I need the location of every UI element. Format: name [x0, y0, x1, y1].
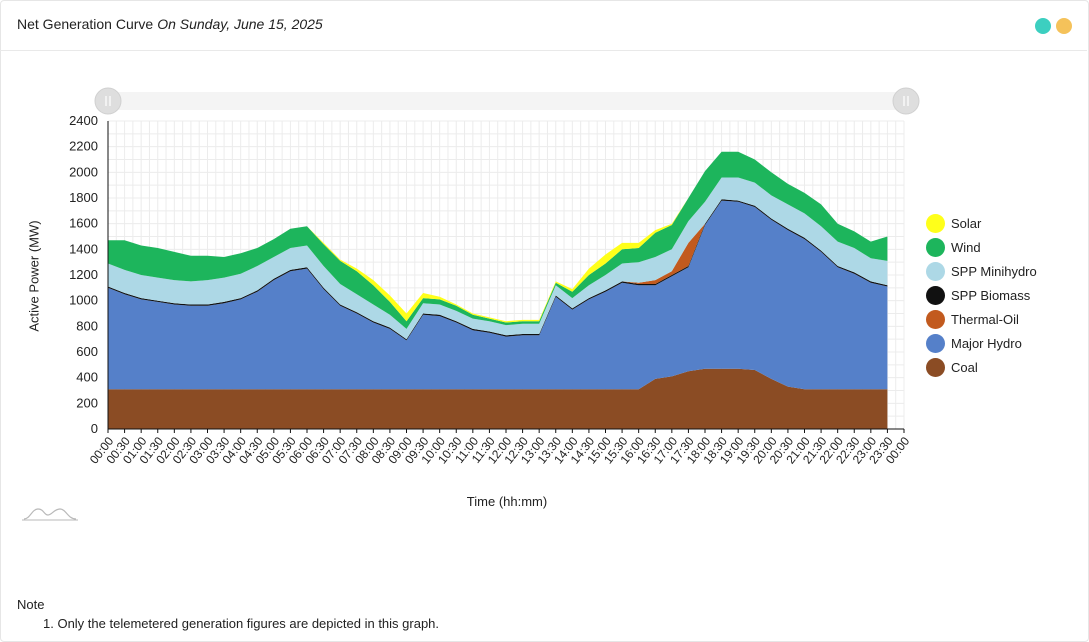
y-tick-label: 1800	[69, 190, 98, 205]
area-wind[interactable]	[108, 151, 888, 329]
range-slider-right-handle[interactable]	[892, 87, 920, 115]
y-tick-label: 1200	[69, 267, 98, 282]
y-tick-label: 1600	[69, 216, 98, 231]
y-tick-label: 1400	[69, 241, 98, 256]
teal-dot-button[interactable]	[1035, 18, 1051, 34]
card-header: Net Generation Curve On Sunday, June 15, …	[0, 0, 1087, 51]
x-axis-title: Time (hh:mm)	[466, 494, 548, 509]
legend-swatch	[926, 262, 945, 281]
net-generation-chart: 0 200 400 600 800 1000 1200 1400 1600 1800 2000 220…	[69, 87, 920, 467]
range-slider-left-handle[interactable]	[94, 87, 122, 115]
legend-label: Wind	[951, 240, 981, 255]
legend-label: Coal	[951, 360, 978, 375]
legend-label: SPP Biomass	[951, 288, 1031, 303]
y-tick-label: 2400	[69, 113, 98, 128]
page-title: Net Generation Curve On Sunday, June 15, …	[17, 16, 323, 32]
legend-swatch	[926, 334, 945, 353]
legend-swatch	[926, 286, 945, 305]
legend-swatch	[926, 310, 945, 329]
legend-swatch	[926, 238, 945, 257]
legend-swatch	[926, 358, 945, 377]
y-tick-label: 600	[76, 344, 98, 359]
y-tick-label: 2200	[69, 139, 98, 154]
y-tick-label: 1000	[69, 293, 98, 308]
minimap-icon[interactable]	[22, 505, 78, 521]
amber-dot-button[interactable]	[1056, 18, 1072, 34]
legend-swatch	[926, 214, 945, 233]
y-tick-label: 800	[76, 318, 98, 333]
note-item: 1. Only the telemetered generation figur…	[43, 616, 440, 631]
area-spp-minihydro[interactable]	[108, 177, 888, 340]
chart-title: Net Generation Curve	[17, 16, 154, 32]
legend-label: Major Hydro	[951, 336, 1022, 351]
stacked-areas	[108, 151, 888, 429]
range-slider-track[interactable]	[108, 92, 906, 110]
y-tick-label: 2000	[69, 164, 98, 179]
legend-label: Thermal-Oil	[951, 312, 1019, 327]
area-major-hydro[interactable]	[108, 200, 888, 390]
y-tick-label: 400	[76, 370, 98, 385]
y-axis-label: Active Power (MW)	[26, 220, 42, 332]
y-tick-label: 0	[91, 421, 98, 436]
chart-date: On Sunday, June 15, 2025	[157, 16, 323, 32]
legend-label: Solar	[951, 216, 982, 231]
note-title: Note	[17, 597, 45, 612]
area-coal[interactable]	[108, 368, 888, 429]
legend-label: SPP Minihydro	[951, 264, 1037, 279]
y-tick-label: 200	[76, 395, 98, 410]
